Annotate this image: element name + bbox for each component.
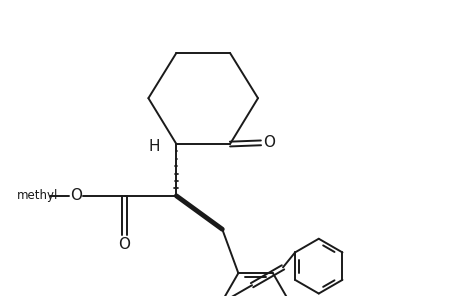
Text: methyl: methyl xyxy=(17,189,58,203)
Text: O: O xyxy=(263,135,274,150)
Text: H: H xyxy=(148,139,159,154)
Text: O: O xyxy=(70,188,82,203)
Text: O: O xyxy=(118,237,130,252)
